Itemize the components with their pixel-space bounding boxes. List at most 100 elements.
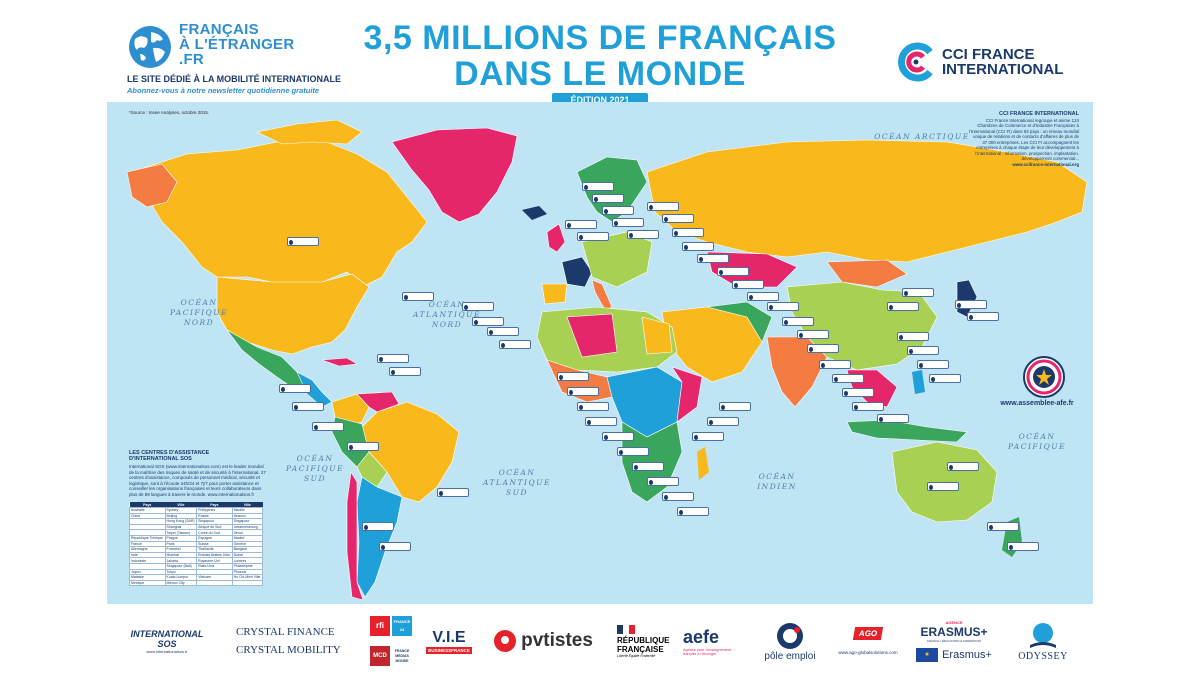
canada-shape xyxy=(136,137,428,288)
france24-line-2: 24 xyxy=(399,627,405,632)
country-badge xyxy=(617,447,649,456)
pole-emploi-icon xyxy=(777,622,803,649)
afe-url-link[interactable]: www.assemblee-afe.fr xyxy=(1000,400,1074,407)
sos-logo-text-2: SOS xyxy=(157,638,177,649)
sponsor-erasmus[interactable]: AGENCE ERASMUS+ FRANCE / ÉDUCATION & FOR… xyxy=(913,612,995,670)
country-badge xyxy=(437,488,469,497)
marianne-flag-icon xyxy=(617,624,635,634)
table-header-cell: Ville xyxy=(165,502,197,508)
cci-panel-text: CCI France International regroupe et ani… xyxy=(969,117,1079,162)
country-badge xyxy=(557,372,589,381)
table-row: Mexique Mexico City xyxy=(129,579,264,587)
country-badge xyxy=(402,292,434,301)
country-badge xyxy=(897,332,929,341)
afe-seal-icon xyxy=(1023,356,1065,398)
country-badge xyxy=(377,354,409,363)
country-badge xyxy=(362,522,394,531)
sponsor-france-medias-monde[interactable]: rfi FRANCE 24 MCD FRANCE MÉDIAS MONDE xyxy=(367,612,415,670)
france24-logo: FRANCE 24 xyxy=(392,616,412,636)
cci-text: CCI FRANCE INTERNATIONAL xyxy=(942,47,1063,77)
cci-line-1: CCI FRANCE xyxy=(942,46,1035,63)
newsletter-link[interactable]: Abonnez-vous à notre newsletter quotidie… xyxy=(127,86,320,95)
country-badge xyxy=(462,302,494,311)
country-badge xyxy=(692,432,724,441)
country-badge xyxy=(567,387,599,396)
country-badge xyxy=(292,402,324,411)
country-badge xyxy=(347,442,379,451)
sponsor-crystal[interactable]: CRYSTAL FINANCE CRYSTAL MOBILITY xyxy=(220,612,355,670)
russia-shape xyxy=(646,139,1088,263)
sos-title-line-1: LES CENTRES D'ASSISTANCE xyxy=(129,450,210,456)
canada-islands-shape xyxy=(256,119,363,145)
india-shape xyxy=(766,336,828,408)
sponsor-vie[interactable]: V.I.E BUSINESSFRANCE xyxy=(425,612,473,670)
country-badge xyxy=(782,317,814,326)
odyssey-label: ODYSSEY xyxy=(1018,650,1068,662)
ocean-label-pacific-north: OCÉAN PACIFIQUE NORD xyxy=(169,298,229,327)
country-badge xyxy=(697,254,729,263)
sponsor-pole-emploi[interactable]: pôle emploi xyxy=(755,612,825,670)
rf-line-1: RÉPUBLIQUE xyxy=(617,635,670,645)
eu-flag-icon: ★ xyxy=(916,648,939,662)
algeria-shape xyxy=(566,313,618,358)
country-badge xyxy=(707,417,739,426)
table-cell: Hong Kong (SAR) xyxy=(164,518,198,525)
sponsors-bar: INTERNATIONAL SOS www.internationalsos.f… xyxy=(107,608,1093,675)
country-badge xyxy=(287,237,319,246)
country-badge xyxy=(677,507,709,516)
sponsor-ago[interactable]: AGO www.ago-globalsolutions.com xyxy=(829,612,907,670)
erasmus-logo: ERASMUS+ xyxy=(920,625,988,639)
country-badge xyxy=(1007,542,1039,551)
country-badge xyxy=(929,374,961,383)
country-badge xyxy=(947,462,979,471)
francais-etranger-brand[interactable]: FRANÇAIS À L'ÉTRANGER .FR LE SITE DÉDIÉ … xyxy=(127,20,347,100)
sponsor-aefe[interactable]: aefe Agence pour l'enseignement français… xyxy=(683,612,741,670)
sos-title: LES CENTRES D'ASSISTANCE D'INTERNATIONAL… xyxy=(129,450,209,462)
erasmus-eu: ★ Erasmus+ xyxy=(916,648,992,662)
country-badge xyxy=(632,462,664,471)
country-badge xyxy=(807,344,839,353)
country-badge xyxy=(767,302,799,311)
country-badge xyxy=(279,384,311,393)
cci-france-international-logo[interactable]: CCI FRANCE INTERNATIONAL xyxy=(896,42,1086,84)
country-badge xyxy=(647,202,679,211)
country-badge xyxy=(852,402,884,411)
erasmus-eu-label: Erasmus+ xyxy=(942,649,992,661)
sos-logo-text-1: INTERNATIONAL xyxy=(130,628,204,639)
country-badge xyxy=(577,402,609,411)
cci-line-2: INTERNATIONAL xyxy=(942,61,1064,78)
brand-line-1: FRANÇAIS xyxy=(179,21,259,38)
sponsor-republique-francaise[interactable]: RÉPUBLIQUE FRANÇAISE Liberté Égalité Fra… xyxy=(617,612,679,670)
egypt-shape xyxy=(641,316,673,355)
table-header-cell: Pays xyxy=(129,502,166,508)
country-badge xyxy=(907,346,939,355)
country-badge xyxy=(819,360,851,369)
globe-icon xyxy=(129,26,171,68)
ocean-label-pacific-south: OCÉAN PACIFIQUE SUD xyxy=(285,454,345,483)
aefe-sub: Agence pour l'enseignement français à l'… xyxy=(683,647,732,656)
sos-title-line-2: D'INTERNATIONAL SOS xyxy=(129,456,192,462)
cci-panel-url[interactable]: www.ccifrance-international.org xyxy=(1012,161,1079,167)
sponsor-odyssey[interactable]: ODYSSEY xyxy=(1007,612,1079,670)
country-badge xyxy=(662,492,694,501)
businessfrance-label: BUSINESSFRANCE xyxy=(426,646,472,654)
country-badge xyxy=(499,340,531,349)
country-badge xyxy=(472,317,504,326)
sponsor-pvtistes[interactable]: pvtistes xyxy=(479,612,607,670)
country-badge xyxy=(719,402,751,411)
country-badge xyxy=(917,360,949,369)
country-badge xyxy=(379,542,411,551)
cci-panel-title: CCI FRANCE INTERNATIONAL xyxy=(999,111,1079,117)
table-cell: Emirats Arabes Unis xyxy=(196,551,233,559)
source-note: *Source : Insee Analyses, octobre 2015. xyxy=(129,110,210,115)
alaska-shape xyxy=(126,163,178,208)
sponsor-international-sos[interactable]: INTERNATIONAL SOS www.internationalsos.f… xyxy=(122,612,212,670)
country-badge xyxy=(577,232,609,241)
pole-emploi-label: pôle emploi xyxy=(764,650,816,662)
chile-shape xyxy=(346,471,364,601)
country-badge xyxy=(682,242,714,251)
world-map: OCÉAN PACIFIQUE NORD OCÉAN ATLANTIQUE NO… xyxy=(107,102,1093,604)
venezuela-shape xyxy=(356,391,400,413)
ocean-label-atlantic-south: OCÉAN ATLANTIQUE SUD xyxy=(483,468,551,497)
fmm-line-1: FRANCE xyxy=(394,649,410,653)
